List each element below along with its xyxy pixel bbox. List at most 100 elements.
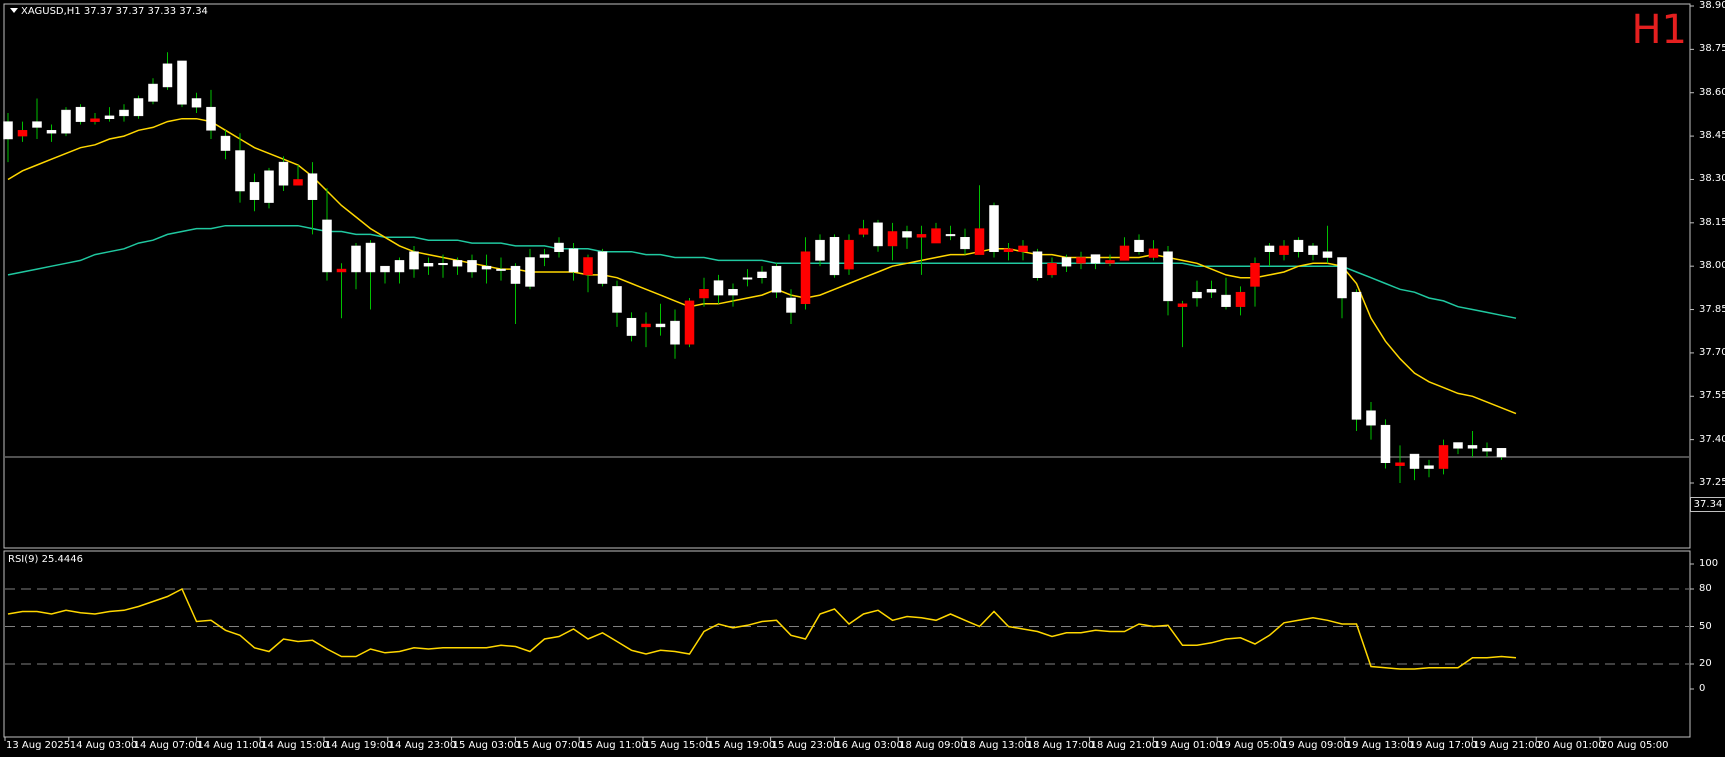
candle[interactable] [17,121,28,142]
candle[interactable] [1366,402,1376,440]
candle[interactable] [931,222,941,244]
candle[interactable] [829,234,840,278]
candle[interactable] [438,254,448,278]
candle[interactable] [1453,442,1463,455]
candle[interactable] [351,243,361,290]
candle[interactable] [1032,248,1043,281]
candle[interactable] [380,265,390,284]
candle[interactable] [264,167,274,209]
candle[interactable] [597,248,608,287]
candle[interactable] [887,222,898,261]
candle[interactable] [1047,257,1057,278]
candle[interactable] [583,254,593,293]
candle[interactable] [206,89,216,139]
candle[interactable] [1018,240,1028,261]
candle[interactable] [1337,257,1347,319]
candle[interactable] [844,234,854,275]
candle[interactable] [1380,419,1391,469]
candle[interactable] [525,248,535,290]
candle[interactable] [1206,280,1217,298]
candle[interactable] [771,263,782,298]
candle[interactable] [1409,453,1420,481]
candle[interactable] [1351,289,1362,431]
candle[interactable] [670,309,680,359]
candle[interactable] [539,248,550,267]
candle[interactable] [815,234,825,267]
candle[interactable] [249,173,260,212]
candle[interactable] [858,219,869,238]
candle[interactable] [1293,237,1304,258]
candle[interactable] [162,52,173,90]
candle[interactable] [1482,442,1492,457]
candle[interactable] [612,280,622,327]
candle[interactable] [322,188,332,281]
candle[interactable] [467,254,477,278]
candle[interactable] [46,124,57,142]
candle[interactable] [452,257,463,275]
candle[interactable] [1496,448,1507,460]
candle[interactable] [1105,254,1115,267]
candle[interactable] [757,266,767,284]
candle[interactable] [1308,243,1318,261]
candle[interactable] [510,263,521,324]
candle[interactable] [1221,277,1231,310]
candle[interactable] [742,269,753,287]
candle[interactable] [1467,430,1478,457]
candle[interactable] [655,303,666,336]
candle[interactable] [1250,257,1260,307]
candle[interactable] [1090,254,1101,270]
candle[interactable] [1163,245,1173,316]
candle[interactable] [496,257,506,281]
candle[interactable] [873,219,883,252]
candle[interactable] [75,104,86,125]
candle[interactable] [32,98,42,139]
candle[interactable] [278,156,289,192]
candle[interactable] [568,243,579,281]
candle[interactable] [235,133,245,203]
candle[interactable] [133,95,144,119]
candle[interactable] [945,225,956,241]
candle[interactable] [365,240,376,310]
candle[interactable] [148,78,158,105]
candle[interactable] [989,202,999,258]
candle[interactable] [1279,240,1289,261]
candle[interactable] [728,283,738,307]
candle[interactable] [177,60,187,108]
candle[interactable] [191,92,202,113]
candle[interactable] [1424,459,1434,478]
candle[interactable] [409,245,419,278]
candle[interactable] [960,228,970,255]
triangle-down-icon[interactable] [10,8,18,13]
candle[interactable] [902,225,912,249]
candle[interactable] [220,130,231,160]
candle[interactable] [394,257,405,284]
candlestick-series[interactable] [3,52,1507,483]
candle[interactable] [1438,439,1449,475]
candle[interactable] [1395,445,1405,483]
symbol-header[interactable]: XAGUSD,H1 37.37 37.37 37.33 37.34 [10,7,208,17]
candle[interactable] [1148,240,1159,261]
candle[interactable] [974,185,985,255]
candle[interactable] [554,237,564,258]
candle[interactable] [90,112,100,125]
candle[interactable] [1003,243,1014,261]
candle[interactable] [3,112,13,163]
candle[interactable] [1061,254,1072,272]
candle[interactable] [1192,280,1202,307]
candle[interactable] [61,107,71,137]
candle[interactable] [293,165,303,186]
candle[interactable] [699,277,709,307]
candle[interactable] [119,104,129,122]
candle[interactable] [1134,234,1144,255]
candle[interactable] [307,162,318,235]
candle[interactable] [1235,286,1246,316]
candle[interactable] [1119,237,1130,261]
candle[interactable] [684,297,695,348]
candle[interactable] [423,257,434,275]
candle[interactable] [713,274,724,304]
candle[interactable] [481,254,492,284]
candle[interactable] [786,289,796,324]
candle[interactable] [104,107,115,122]
candle[interactable] [641,312,651,348]
